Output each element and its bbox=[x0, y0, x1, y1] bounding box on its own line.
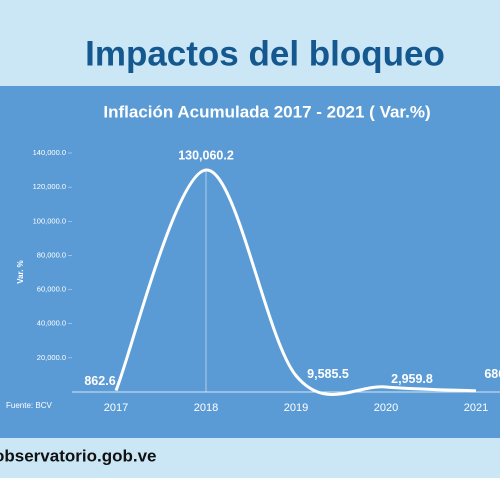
y-axis-label: Var. % bbox=[16, 260, 25, 284]
x-tick-label: 2020 bbox=[374, 402, 398, 414]
y-tick-label: 80,000.0 bbox=[37, 250, 66, 259]
y-tick-label: 40,000.0 bbox=[37, 319, 66, 328]
chart-panel bbox=[0, 86, 500, 438]
x-tick-label: 2018 bbox=[194, 402, 218, 414]
x-tick-label: 2019 bbox=[284, 402, 308, 414]
data-label: 862.6 bbox=[84, 374, 115, 388]
data-label: 9,585.5 bbox=[307, 367, 349, 381]
chart-title: Inflación Acumulada 2017 - 2021 ( Var.%) bbox=[103, 102, 430, 121]
y-tick-label: 60,000.0 bbox=[37, 285, 66, 294]
y-tick-label: 100,000.0 bbox=[33, 216, 66, 225]
x-tick-label: 2017 bbox=[104, 402, 128, 414]
y-tick-label: 120,000.0 bbox=[33, 182, 66, 191]
data-label: 2,959.8 bbox=[391, 372, 433, 386]
slide-title: Impactos del bloqueo bbox=[85, 34, 445, 73]
plot: 20,000.0 40,000.0 60,000.0 80,000.0 100,000.… bbox=[33, 148, 500, 414]
y-tick-label: 140,000.0 bbox=[33, 148, 66, 157]
x-tick-label: 2021 bbox=[464, 402, 488, 414]
y-tick-label: 20,000.0 bbox=[37, 353, 66, 362]
source-note: Fuente: BCV bbox=[6, 401, 52, 410]
line-series bbox=[114, 168, 477, 396]
data-label: 686.4 bbox=[484, 367, 500, 381]
footer-url: observatorio.gob.ve bbox=[0, 446, 156, 465]
data-label: 130,060.2 bbox=[178, 148, 234, 162]
